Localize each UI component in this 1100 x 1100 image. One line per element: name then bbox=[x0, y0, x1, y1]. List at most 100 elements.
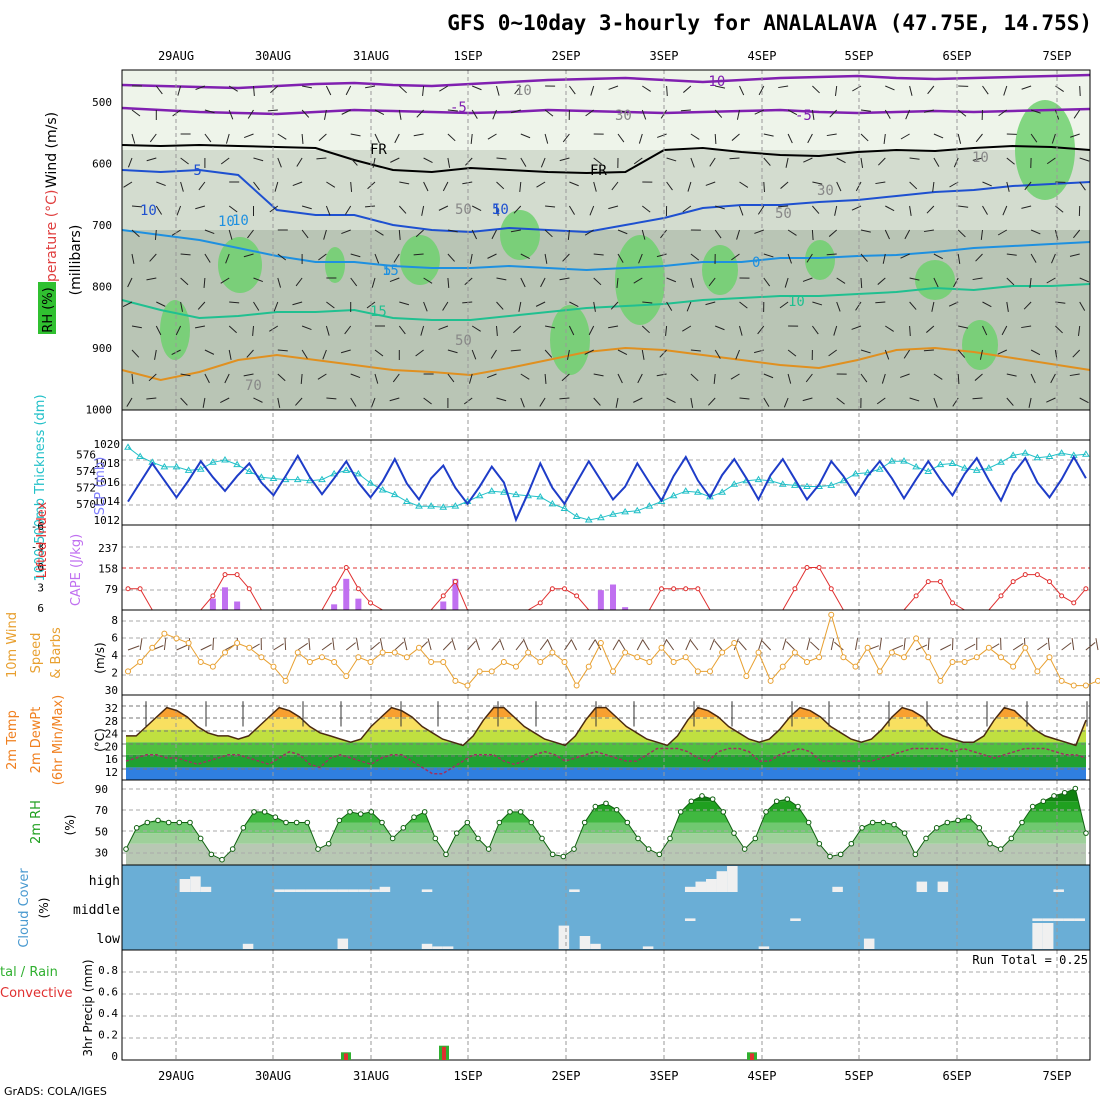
wind-barb bbox=[904, 229, 911, 240]
wind-barb bbox=[204, 253, 211, 263]
data-marker bbox=[828, 611, 835, 618]
wind-barb bbox=[496, 301, 504, 310]
data-marker bbox=[306, 658, 313, 665]
rh-point bbox=[400, 825, 407, 831]
wind-barb bbox=[836, 397, 845, 405]
wind-barb bbox=[690, 133, 700, 140]
wind-barb bbox=[403, 638, 408, 651]
wind-barb bbox=[371, 277, 376, 288]
wind-barb bbox=[690, 640, 699, 651]
wind-barb bbox=[1085, 642, 1096, 651]
data-marker bbox=[537, 658, 544, 665]
date-label: 6SEP bbox=[943, 1069, 972, 1083]
cloud-low-bar bbox=[242, 943, 254, 949]
cape-bar bbox=[234, 601, 241, 610]
wind-barb bbox=[568, 325, 575, 336]
wind-barb bbox=[754, 109, 765, 115]
wind-barb bbox=[295, 397, 303, 406]
data-marker bbox=[390, 490, 399, 498]
wind-barb bbox=[416, 109, 424, 118]
wind-barb bbox=[513, 205, 522, 214]
wind-barb bbox=[851, 325, 862, 330]
wind-barb bbox=[540, 277, 546, 288]
wind-barb bbox=[350, 133, 361, 137]
cape-bar bbox=[622, 607, 629, 610]
rh-point bbox=[560, 853, 567, 860]
axis-label: Speed bbox=[29, 633, 44, 674]
rh-high-area bbox=[325, 247, 345, 283]
wind-barb bbox=[1050, 373, 1056, 384]
wind-barb bbox=[855, 181, 862, 192]
rh-point bbox=[539, 835, 545, 842]
wind-barb bbox=[779, 301, 789, 309]
wind-barb bbox=[1003, 85, 1008, 96]
contour-label: -10 bbox=[700, 74, 725, 90]
cape-bar bbox=[222, 587, 228, 610]
wind-barb bbox=[155, 325, 162, 336]
lifted-index-point bbox=[804, 565, 810, 570]
rh-point bbox=[411, 814, 417, 820]
wind-barb bbox=[374, 253, 380, 264]
data-marker bbox=[669, 491, 678, 499]
tick-label: 24 bbox=[105, 728, 119, 741]
data-marker bbox=[270, 663, 277, 670]
wind-barb bbox=[616, 277, 619, 288]
wind-barb bbox=[860, 253, 868, 262]
data-marker bbox=[948, 459, 957, 466]
data-marker bbox=[925, 654, 932, 661]
wind-barb bbox=[139, 638, 143, 651]
wind-barb bbox=[786, 641, 796, 651]
data-marker bbox=[160, 462, 169, 470]
date-label: 29AUG bbox=[158, 49, 194, 63]
wind-barb bbox=[374, 133, 380, 144]
wind-barb bbox=[544, 373, 547, 385]
rh-point bbox=[955, 817, 961, 824]
rh-point bbox=[517, 809, 524, 815]
data-marker bbox=[682, 654, 689, 661]
tick-label: 3 bbox=[37, 582, 44, 595]
wind-barb bbox=[496, 85, 500, 96]
lifted-index-point bbox=[562, 586, 567, 592]
data-marker bbox=[161, 630, 168, 637]
tick-label: 158 bbox=[98, 563, 118, 576]
wind-barb bbox=[522, 638, 529, 651]
temperature-band bbox=[126, 707, 1086, 718]
data-marker bbox=[500, 658, 507, 665]
wind-barb bbox=[608, 85, 619, 90]
wind-barb bbox=[394, 641, 405, 651]
wind-barb bbox=[277, 373, 286, 382]
wind-barb bbox=[564, 639, 572, 651]
wind-barb bbox=[546, 638, 553, 651]
wind-barb bbox=[197, 301, 206, 310]
tick-label: 574 bbox=[76, 465, 96, 478]
wind-barb bbox=[398, 205, 407, 214]
data-marker bbox=[730, 480, 739, 487]
wind-barb bbox=[714, 640, 723, 651]
wind-barb bbox=[763, 157, 771, 166]
data-marker bbox=[960, 464, 969, 471]
wind-barb bbox=[680, 109, 691, 112]
wind-barb bbox=[812, 181, 823, 185]
wind-barb bbox=[370, 397, 376, 408]
data-marker bbox=[185, 640, 192, 647]
wind-barb bbox=[200, 644, 212, 651]
wind-barb bbox=[806, 253, 813, 263]
data-marker bbox=[342, 466, 351, 473]
wind-barb bbox=[836, 157, 846, 164]
wind-barb bbox=[520, 253, 530, 259]
cloud-middle-bar bbox=[684, 918, 696, 921]
wind-barb bbox=[997, 229, 1008, 236]
data-marker bbox=[694, 668, 701, 675]
cloud-middle-bar bbox=[1042, 918, 1054, 921]
wind-barb bbox=[909, 205, 912, 216]
contour-label: 50 bbox=[455, 202, 472, 218]
contour-label: 10 bbox=[140, 203, 157, 219]
wind-barb bbox=[957, 109, 967, 117]
wind-barb bbox=[545, 325, 556, 329]
wind-barb bbox=[180, 373, 191, 377]
data-marker bbox=[512, 490, 520, 498]
lifted-index-point bbox=[1083, 586, 1089, 592]
data-marker bbox=[1021, 449, 1030, 456]
rh-point bbox=[336, 817, 343, 824]
wind-barb bbox=[713, 373, 716, 384]
